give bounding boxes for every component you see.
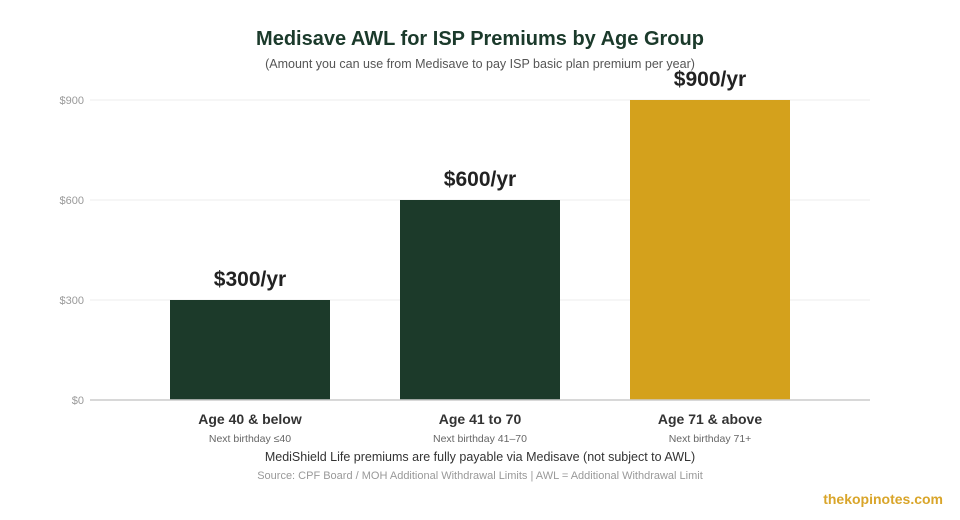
bar-data-label: $900/yr — [674, 68, 746, 91]
chart-subtitle: (Amount you can use from Medisave to pay… — [265, 57, 695, 71]
footnote: MediShield Life premiums are fully payab… — [264, 450, 696, 464]
y-tick-label: $600 — [60, 195, 84, 207]
chart-title: Medisave AWL for ISP Premiums by Age Gro… — [256, 28, 704, 50]
y-tick-label: $0 — [72, 395, 84, 407]
data-labels: $300/yr $600/yr $900/yr — [214, 68, 746, 291]
x-tick-sublabel: Next birthday 41–70 — [433, 433, 527, 445]
bar — [630, 100, 790, 400]
x-tick-sublabel: Next birthday ≤40 — [209, 433, 291, 445]
bar-data-label: $600/yr — [444, 168, 516, 191]
y-tick-label: $900 — [60, 95, 84, 107]
y-axis-ticks: $0 $300 $600 $900 — [60, 95, 84, 407]
watermark: thekopinotes.com — [823, 491, 943, 507]
source-note: Source: CPF Board / MOH Additional Withd… — [257, 470, 703, 482]
x-tick-label: Age 41 to 70 — [439, 411, 522, 427]
bar-data-label: $300/yr — [214, 268, 286, 291]
bars — [170, 100, 790, 400]
bar — [170, 300, 330, 400]
x-axis-ticks: Age 40 & below Next birthday ≤40 Age 41 to… — [198, 411, 762, 445]
x-tick-label: Age 71 & above — [658, 411, 762, 427]
y-tick-label: $300 — [60, 295, 84, 307]
x-tick-label: Age 40 & below — [198, 411, 302, 427]
x-tick-sublabel: Next birthday 71+ — [669, 433, 752, 445]
bar — [400, 200, 560, 400]
